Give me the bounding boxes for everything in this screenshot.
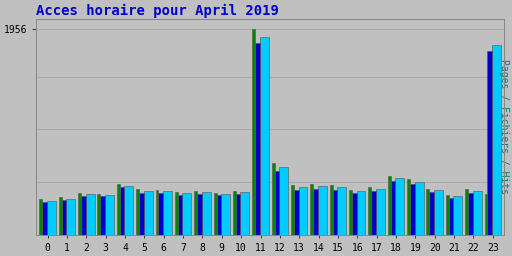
Bar xyxy=(388,176,391,235)
Bar xyxy=(484,194,487,235)
Bar xyxy=(78,193,81,235)
Bar xyxy=(310,184,313,235)
Bar xyxy=(333,189,337,235)
Bar xyxy=(175,192,178,235)
Bar xyxy=(395,178,404,235)
Bar xyxy=(349,189,352,235)
Bar xyxy=(446,195,449,235)
Bar xyxy=(255,43,260,235)
Bar xyxy=(376,189,385,235)
Bar xyxy=(194,191,197,235)
Bar xyxy=(465,188,468,235)
Bar xyxy=(42,202,47,235)
Bar xyxy=(410,184,415,235)
Bar xyxy=(473,191,482,235)
Bar xyxy=(279,167,288,235)
Bar xyxy=(214,193,217,235)
Bar xyxy=(124,186,133,235)
Bar xyxy=(182,194,191,235)
Bar xyxy=(487,51,492,235)
Bar xyxy=(371,191,376,235)
Bar xyxy=(357,191,366,235)
Bar xyxy=(352,193,357,235)
Bar xyxy=(274,170,279,235)
Y-axis label: Pages / Fichiers / Hits: Pages / Fichiers / Hits xyxy=(499,59,508,194)
Bar xyxy=(120,187,124,235)
Bar xyxy=(197,194,202,235)
Bar xyxy=(430,192,434,235)
Bar xyxy=(407,179,410,235)
Bar xyxy=(233,191,236,235)
Bar xyxy=(100,196,105,235)
Bar xyxy=(144,191,153,235)
Bar xyxy=(492,45,501,235)
Bar xyxy=(369,187,371,235)
Bar xyxy=(252,29,255,235)
Bar xyxy=(136,188,139,235)
Bar xyxy=(139,193,144,235)
Bar xyxy=(272,163,274,235)
Bar xyxy=(236,194,241,235)
Bar xyxy=(105,195,114,235)
Bar xyxy=(59,197,62,235)
Bar xyxy=(202,193,210,235)
Bar xyxy=(39,199,42,235)
Bar xyxy=(298,187,307,235)
Bar xyxy=(449,198,454,235)
Bar xyxy=(415,182,423,235)
Bar xyxy=(117,184,120,235)
Bar xyxy=(163,191,172,235)
Bar xyxy=(313,188,318,235)
Bar xyxy=(62,200,67,235)
Text: Acces horaire pour April 2019: Acces horaire pour April 2019 xyxy=(36,4,279,18)
Bar xyxy=(468,193,473,235)
Bar xyxy=(221,194,230,235)
Bar xyxy=(434,190,443,235)
Bar xyxy=(81,196,86,235)
Bar xyxy=(156,189,159,235)
Bar xyxy=(67,198,75,235)
Bar xyxy=(294,189,298,235)
Bar xyxy=(426,188,430,235)
Bar xyxy=(86,194,95,235)
Bar xyxy=(391,180,395,235)
Bar xyxy=(454,196,462,235)
Bar xyxy=(291,185,294,235)
Bar xyxy=(159,193,163,235)
Bar xyxy=(337,187,346,235)
Bar xyxy=(260,37,269,235)
Bar xyxy=(47,201,56,235)
Bar xyxy=(318,186,327,235)
Bar xyxy=(330,185,333,235)
Bar xyxy=(97,194,100,235)
Bar xyxy=(241,192,249,235)
Bar xyxy=(217,195,221,235)
Bar xyxy=(178,195,182,235)
